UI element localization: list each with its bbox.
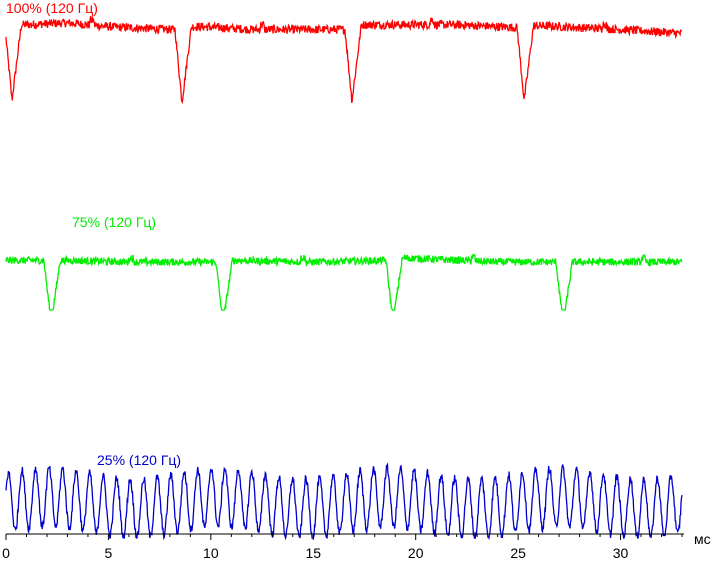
x-tick-label: 30 xyxy=(613,545,629,561)
series-labels: 100% (120 Гц) 75% (120 Гц) 25% (120 Гц) xyxy=(6,0,181,468)
x-axis-tick-labels: 0 5 10 15 20 25 30 xyxy=(2,545,628,561)
x-tick-label: 20 xyxy=(408,545,424,561)
x-axis: 0 5 10 15 20 25 30 мс xyxy=(2,531,711,561)
x-tick-label: 25 xyxy=(510,545,526,561)
series-line-3 xyxy=(5,462,683,541)
series-label-2: 75% (120 Гц) xyxy=(72,214,156,230)
x-axis-unit-label: мс xyxy=(694,531,711,547)
x-tick-label: 0 xyxy=(2,545,10,561)
series-line-2 xyxy=(5,253,683,311)
series-label-1: 100% (120 Гц) xyxy=(6,0,98,16)
x-tick-label: 10 xyxy=(203,545,219,561)
x-axis-ticks xyxy=(5,534,683,540)
x-tick-label: 15 xyxy=(305,545,321,561)
x-tick-label: 5 xyxy=(105,545,113,561)
series-label-3: 25% (120 Гц) xyxy=(97,452,181,468)
series-line-1 xyxy=(5,16,683,105)
traces-layer xyxy=(5,16,683,541)
